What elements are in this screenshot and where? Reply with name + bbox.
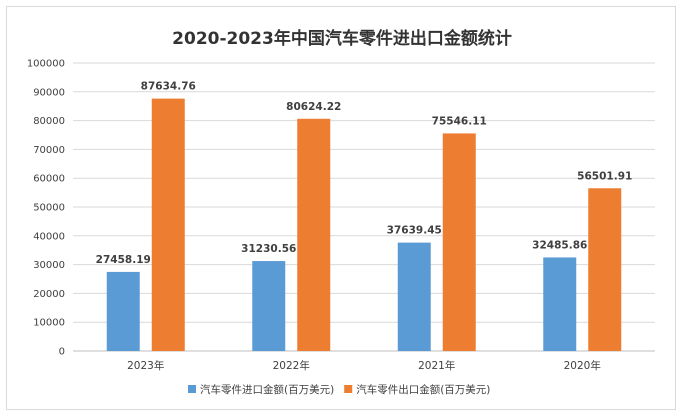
data-label: 56501.91 xyxy=(577,170,632,182)
bar-chart: 2020-2023年中国汽车零件进出口金额统计 0 10000 20000 30000… xyxy=(27,28,655,396)
data-label: 37639.45 xyxy=(387,225,442,237)
y-tick-label: 30000 xyxy=(33,260,65,271)
y-tick-label: 0 xyxy=(59,347,65,358)
data-label: 31230.56 xyxy=(241,243,296,255)
bar-export xyxy=(588,188,622,351)
legend-label: 汽车零件出口金额(百万美元) xyxy=(356,383,490,396)
y-axis-ticks: 0 10000 20000 30000 40000 50000 60000 70000 8000… xyxy=(27,59,65,358)
bar-export xyxy=(297,118,331,351)
y-tick-label: 60000 xyxy=(33,174,65,185)
y-tick-label: 50000 xyxy=(33,203,65,214)
x-tick-label: 2020年 xyxy=(564,359,601,372)
bars xyxy=(106,98,622,351)
legend: 汽车零件进口金额(百万美元) 汽车零件出口金额(百万美元) xyxy=(188,383,490,396)
data-label: 32485.86 xyxy=(532,239,587,251)
bar-import xyxy=(397,242,431,351)
data-label: 80624.22 xyxy=(286,101,341,113)
chart-card: 2020-2023年中国汽车零件进出口金额统计 0 10000 20000 30000… xyxy=(6,6,676,410)
y-tick-label: 20000 xyxy=(33,289,65,300)
x-axis-ticks: 2023年 2022年 2021年 2020年 xyxy=(127,359,601,372)
legend-label: 汽车零件进口金额(百万美元) xyxy=(200,383,334,396)
bar-export xyxy=(442,133,476,351)
y-tick-label: 10000 xyxy=(33,318,65,329)
x-tick-label: 2021年 xyxy=(418,359,455,372)
data-label: 27458.19 xyxy=(96,254,151,266)
chart-title: 2020-2023年中国汽车零件进出口金额统计 xyxy=(172,28,512,49)
data-label: 75546.11 xyxy=(432,115,487,127)
bar-import xyxy=(106,271,140,351)
data-label: 87634.76 xyxy=(141,81,196,93)
legend-swatch xyxy=(188,385,196,393)
y-tick-label: 40000 xyxy=(33,231,65,242)
bar-export xyxy=(151,98,185,351)
legend-swatch xyxy=(344,385,353,393)
y-tick-label: 90000 xyxy=(33,87,65,98)
y-tick-label: 70000 xyxy=(33,145,65,156)
bar-import xyxy=(252,261,286,351)
y-tick-label: 100000 xyxy=(27,59,65,70)
data-labels: 27458.19 87634.76 31230.56 80624.22 37639.45… xyxy=(96,81,633,266)
y-tick-label: 80000 xyxy=(33,116,65,127)
x-tick-label: 2022年 xyxy=(273,359,310,372)
bar-import xyxy=(543,257,577,351)
x-tick-label: 2023年 xyxy=(127,359,164,372)
